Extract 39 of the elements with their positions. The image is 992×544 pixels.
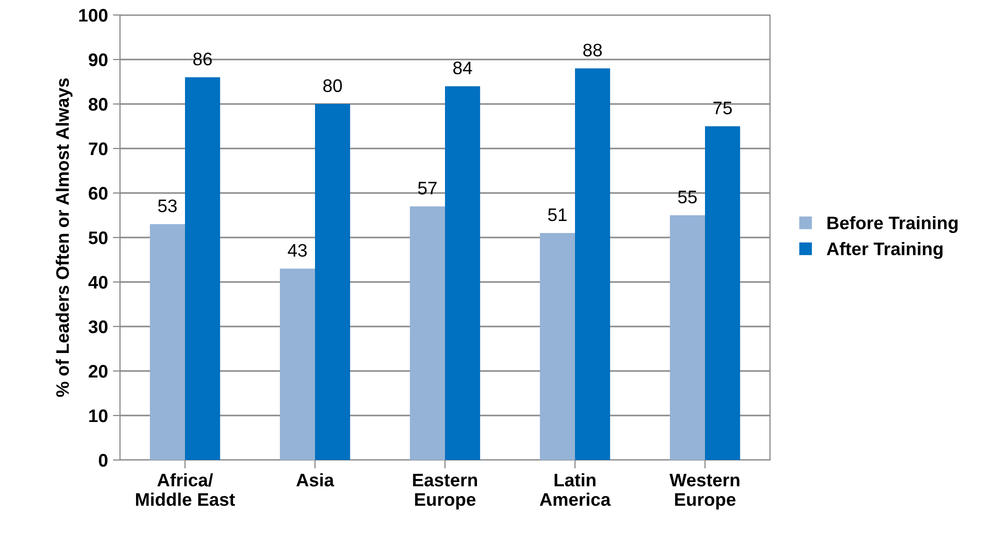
data-label: 88 xyxy=(583,44,602,56)
bar xyxy=(185,77,220,460)
bar xyxy=(445,86,480,460)
legend-label: After Training xyxy=(826,242,942,259)
bar xyxy=(705,126,740,460)
bar xyxy=(575,68,610,460)
x-tick-label: Asia xyxy=(296,473,334,486)
y-tick-label: 30 xyxy=(88,320,108,334)
x-tick-label: Africa/ Middle East xyxy=(136,473,235,506)
data-label: 75 xyxy=(713,102,732,114)
y-tick-label: 40 xyxy=(88,276,108,289)
y-tick-label: 70 xyxy=(88,142,108,156)
bar xyxy=(315,104,350,460)
bar xyxy=(150,224,185,460)
y-tick-label: 80 xyxy=(88,98,108,111)
bar xyxy=(280,268,315,460)
data-label: 57 xyxy=(418,182,437,194)
y-tick-label: 20 xyxy=(88,364,108,378)
data-label: 86 xyxy=(193,52,212,66)
data-label: 43 xyxy=(288,244,307,257)
y-axis-title: % of Leaders Often or Almost Always xyxy=(56,78,73,397)
data-label: 51 xyxy=(548,208,567,222)
x-tick-label: Latin America xyxy=(540,473,611,506)
y-tick-label: 10 xyxy=(89,409,108,422)
x-tick-label: Western Europe xyxy=(670,474,740,510)
data-label: 84 xyxy=(453,62,472,74)
data-label: 55 xyxy=(678,190,697,204)
bar xyxy=(540,233,575,460)
y-tick-label: 90 xyxy=(88,53,108,66)
y-tick-label: 60 xyxy=(88,186,108,200)
data-label: 80 xyxy=(323,79,342,92)
x-tick-label: Eastern Europe xyxy=(413,474,477,510)
data-label: 53 xyxy=(158,199,177,212)
y-tick-label: 50 xyxy=(88,231,108,244)
y-tick-label: 0 xyxy=(98,454,108,467)
bar xyxy=(410,206,445,460)
legend-label: Before Training xyxy=(828,216,958,233)
y-tick-label: 100 xyxy=(79,8,108,22)
bar xyxy=(670,215,705,460)
